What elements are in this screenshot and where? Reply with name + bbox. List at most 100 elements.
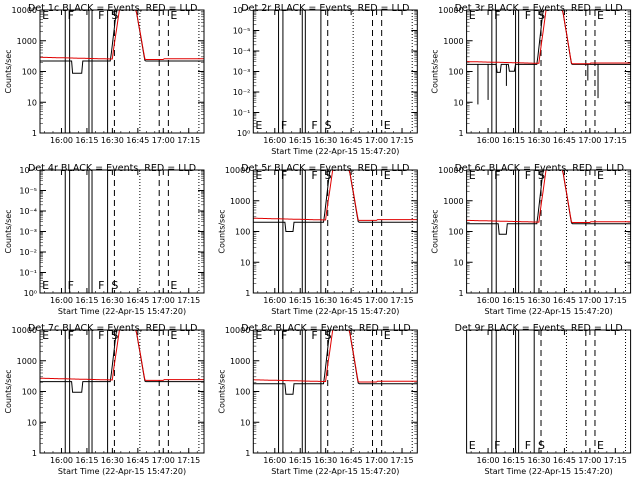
- panel-3-x-tick-label: 16:30: [527, 136, 550, 145]
- panel-8-y-tick-label: 1000: [230, 357, 250, 366]
- panel-3-marker: E: [597, 9, 604, 22]
- panel-1-lld-line: [40, 9, 204, 60]
- panel-7-x-axis-label: Start Time (22-Apr-15 15:47:20): [58, 467, 186, 476]
- panel-6-marker: S: [538, 169, 545, 182]
- panel-1-y-tick-label: 1000: [17, 37, 37, 46]
- panel-6-y-axis-label: Counts/sec: [431, 209, 440, 253]
- panel-9-marker: S: [538, 439, 545, 452]
- panel-7-marker: F: [98, 329, 104, 342]
- panel-4-x-tick-label: 16:15: [75, 296, 98, 305]
- panel-4-y-axis-label: Counts/sec: [4, 209, 13, 253]
- panel-8-title: Det 8c BLACK = Events, RED = LLD: [241, 323, 410, 334]
- panel-7-y-axis-label: Counts/sec: [4, 369, 13, 413]
- panel-2-x-tick-label: 17:15: [390, 136, 413, 145]
- panel-9-x-axis-label: Start Time (22-Apr-15 15:47:20): [484, 467, 612, 476]
- panel-5-title: Det 5r BLACK = Events, RED = LLD: [241, 163, 409, 174]
- panel-3-y-tick-label: 1: [459, 129, 464, 138]
- panel-4-y-tick-label: 10⁻⁵: [19, 187, 37, 196]
- panel-9-plot-frame: [466, 329, 632, 454]
- panel-4-y-tick-label: 10⁻⁴: [19, 207, 37, 216]
- panel-4-title: Det 4r BLACK = Events, RED = LLD: [28, 163, 196, 174]
- panel-6-x-axis-label: Start Time (22-Apr-15 15:47:20): [484, 307, 612, 316]
- panel-8-lld-line: [253, 329, 418, 383]
- panel-2-marker: E: [255, 119, 262, 132]
- panel-2-y-tick-label: 10⁻⁵: [233, 27, 251, 36]
- panel-1-x-tick-label: 16:45: [126, 136, 149, 145]
- panel-2-marker: F: [311, 119, 317, 132]
- panel-2-y-tick-label: 10⁻⁶: [233, 6, 251, 15]
- panel-2-marker: F: [281, 119, 287, 132]
- panel-8-plot-frame: [252, 329, 418, 454]
- panel-1-marker: F: [98, 9, 104, 22]
- panel-2-x-tick-label: 16:30: [314, 136, 337, 145]
- panel-5-plot-frame: [252, 169, 418, 294]
- panel-3-x-tick-label: 16:00: [477, 136, 500, 145]
- panel-4-marker: E: [42, 279, 49, 292]
- panel-1-title: Det 1c BLACK = Events, RED = LLD: [28, 3, 197, 14]
- panel-1-events-line: [40, 9, 204, 74]
- panel-2-y-tick-label: 10⁰: [237, 129, 250, 138]
- panel-6-marker: F: [525, 169, 531, 182]
- panel-6-x-tick-label: 16:15: [502, 296, 525, 305]
- panel-9-x-tick-label: 16:45: [553, 456, 576, 465]
- panel-4-y-tick-label: 10⁻²: [19, 248, 37, 257]
- panel-4-x-tick-label: 16:30: [101, 296, 124, 305]
- panel-6-y-tick-label: 1: [459, 289, 464, 298]
- panel-1-y-tick-label: 10: [27, 98, 37, 107]
- panel-5-y-tick-label: 100: [235, 228, 250, 237]
- panel-2-x-tick-label: 16:00: [263, 136, 286, 145]
- panel-8-x-tick-label: 17:15: [390, 456, 413, 465]
- panel-1-marker: F: [68, 9, 74, 22]
- panel-8-marker: E: [384, 329, 391, 342]
- panel-1-marker: S: [111, 9, 118, 22]
- panel-1-y-tick-label: 100: [22, 68, 37, 77]
- panel-3-x-tick-label: 16:15: [502, 136, 525, 145]
- panel-7-y-tick-label: 1000: [17, 357, 37, 366]
- panel-7-title: Det 7c BLACK = Events, RED = LLD: [28, 323, 197, 334]
- panel-8-x-tick-label: 16:15: [289, 456, 312, 465]
- panel-4-marker: S: [111, 279, 118, 292]
- panel-7-y-tick-label: 10: [27, 418, 37, 427]
- panel-9-x-tick-label: 17:15: [604, 456, 627, 465]
- panel-8-marker: F: [281, 329, 287, 342]
- panel-5-x-tick-label: 16:30: [314, 296, 337, 305]
- panel-3-y-tick-label: 10000: [438, 6, 463, 15]
- panel-8-marker: E: [255, 329, 262, 342]
- panel-8-x-tick-label: 16:45: [340, 456, 363, 465]
- panel-8-x-tick-label: 16:00: [263, 456, 286, 465]
- panel-5-y-tick-label: 1000: [230, 197, 250, 206]
- panel-2-y-tick-label: 10⁻³: [233, 68, 251, 77]
- panel-3-lld-line: [466, 9, 631, 65]
- panel-9-x-tick-label: 16:00: [477, 456, 500, 465]
- panel-3-y-tick-label: 10: [453, 98, 463, 107]
- panel-5-marker: E: [384, 169, 391, 182]
- panel-6-plot-frame: [466, 169, 632, 294]
- panel-7-marker: F: [68, 329, 74, 342]
- panel-1-x-tick-label: 16:15: [75, 136, 98, 145]
- panel-5-x-tick-label: 17:00: [365, 296, 388, 305]
- panel-2-y-tick-label: 10⁻¹: [233, 109, 251, 118]
- panel-9-marker: E: [469, 439, 476, 452]
- panel-7-y-tick-label: 10000: [12, 326, 37, 335]
- panel-7-x-tick-label: 16:45: [126, 456, 149, 465]
- panel-7-x-tick-label: 17:00: [152, 456, 175, 465]
- panel-7-x-tick-label: 16:30: [101, 456, 124, 465]
- panel-5-marker: F: [311, 169, 317, 182]
- panel-2-marker: S: [325, 119, 332, 132]
- panel-6-x-tick-label: 16:45: [553, 296, 576, 305]
- panel-2-x-tick-label: 16:45: [340, 136, 363, 145]
- panel-7-marker: E: [42, 329, 49, 342]
- panel-2-x-tick-label: 17:00: [365, 136, 388, 145]
- panel-4-x-tick-label: 16:00: [50, 296, 73, 305]
- panel-5-x-tick-label: 16:45: [340, 296, 363, 305]
- panel-3-x-tick-label: 17:15: [604, 136, 627, 145]
- panel-6-lld-line: [466, 169, 631, 223]
- panel-4-marker: E: [170, 279, 177, 292]
- panel-3-marker: S: [538, 9, 545, 22]
- panel-9-marker: F: [525, 439, 531, 452]
